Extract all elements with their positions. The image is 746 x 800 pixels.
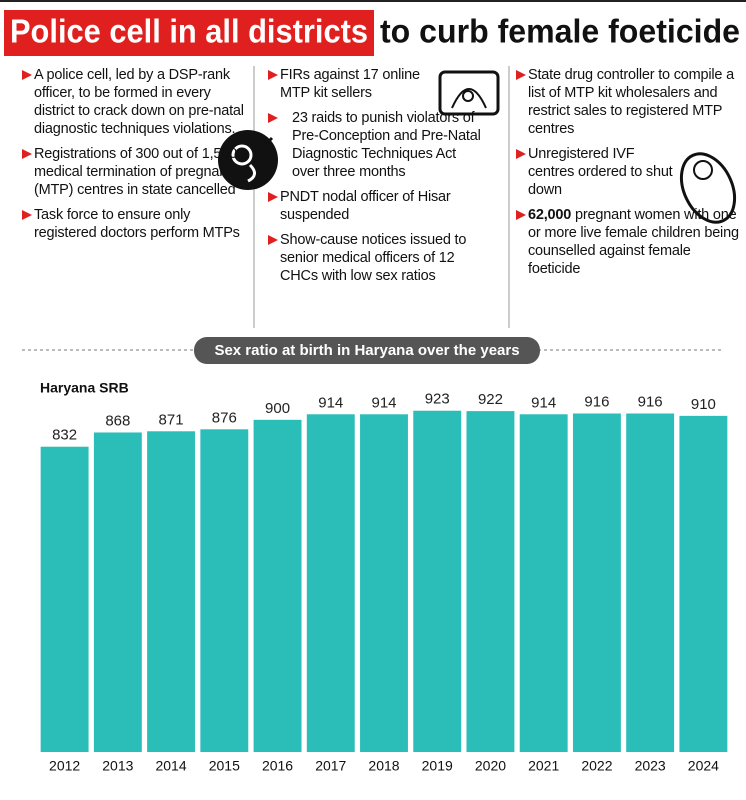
x-tick-label: 2020: [475, 758, 506, 774]
chart-title-pill: [194, 337, 540, 364]
bar: [679, 415, 728, 752]
bar: [360, 414, 408, 752]
bar: [147, 431, 196, 752]
bullet: FIRs against 17 online MTP kit sellers: [266, 66, 440, 102]
x-tick-label: 2022: [581, 758, 612, 774]
chart-title: Sex ratio at birth in Haryana over the y…: [214, 342, 519, 359]
x-tick-label: 2017: [315, 758, 346, 774]
x-tick-label: 2018: [368, 758, 399, 774]
bar: [40, 446, 89, 752]
bullet: Unregistered IVF centres ordered to shut…: [514, 145, 678, 199]
bullet: Registrations of 300 out of 1,500 medica…: [20, 145, 248, 199]
series-label: Haryana SRB: [40, 380, 129, 396]
bar: [413, 410, 462, 752]
value-label: 900: [265, 400, 290, 417]
bar: [572, 413, 621, 752]
column: State drug controller to compile a list …: [514, 66, 742, 285]
bullet: PNDT nodal officer of Hisar suspended: [266, 188, 486, 224]
embryo-icon: [218, 130, 278, 190]
bullet: State drug controller to compile a list …: [514, 66, 742, 138]
x-tick-label: 2019: [422, 758, 453, 774]
bullet-text: pregnant women with one or more live fem…: [528, 207, 739, 277]
value-label: 910: [691, 396, 716, 413]
value-label: 916: [638, 393, 663, 410]
x-tick-label: 2023: [635, 758, 666, 774]
value-label: 916: [584, 393, 609, 410]
bullet: 23 raids to punish violators of Pre-Conc…: [266, 109, 486, 181]
title-highlight-box: [4, 10, 374, 56]
value-label: 914: [371, 394, 396, 411]
x-tick-label: 2015: [209, 758, 240, 774]
value-label: 868: [105, 412, 130, 429]
x-tick-label: 2013: [102, 758, 133, 774]
title: to curb female foeticide: [380, 13, 740, 50]
x-tick-label: 2021: [528, 758, 559, 774]
title-highlight: Police cell in all districts: [10, 13, 368, 50]
x-tick-label: 2016: [262, 758, 293, 774]
bar: [93, 432, 142, 752]
ultrasound-icon: [438, 70, 500, 116]
bar: [200, 429, 249, 752]
column: A police cell, led by a DSP-rank officer…: [20, 66, 248, 249]
value-label: 914: [318, 394, 343, 411]
bar: [253, 419, 302, 752]
baby-icon: [679, 152, 737, 224]
bar: [519, 414, 568, 752]
value-label: 871: [159, 411, 184, 428]
x-tick-label: 2024: [688, 758, 719, 774]
bullet: Show-cause notices issued to senior medi…: [266, 231, 486, 285]
value-label: 876: [212, 409, 237, 426]
value-label: 914: [531, 394, 556, 411]
bullet: Task force to ensure only registered doc…: [20, 206, 248, 242]
value-label: 922: [478, 391, 503, 408]
bar: [626, 413, 675, 752]
bar: [306, 414, 355, 752]
column: FIRs against 17 online MTP kit sellers 2…: [266, 66, 486, 292]
bar: [466, 411, 515, 752]
x-tick-label: 2012: [49, 758, 80, 774]
bullet: A police cell, led by a DSP-rank officer…: [20, 66, 248, 138]
x-tick-label: 2014: [155, 758, 186, 774]
value-label: 923: [425, 391, 450, 408]
bullet-bold: 62,000: [528, 207, 572, 223]
value-label: 832: [52, 427, 77, 444]
bullet: 62,000 pregnant women with one or more l…: [514, 206, 742, 278]
